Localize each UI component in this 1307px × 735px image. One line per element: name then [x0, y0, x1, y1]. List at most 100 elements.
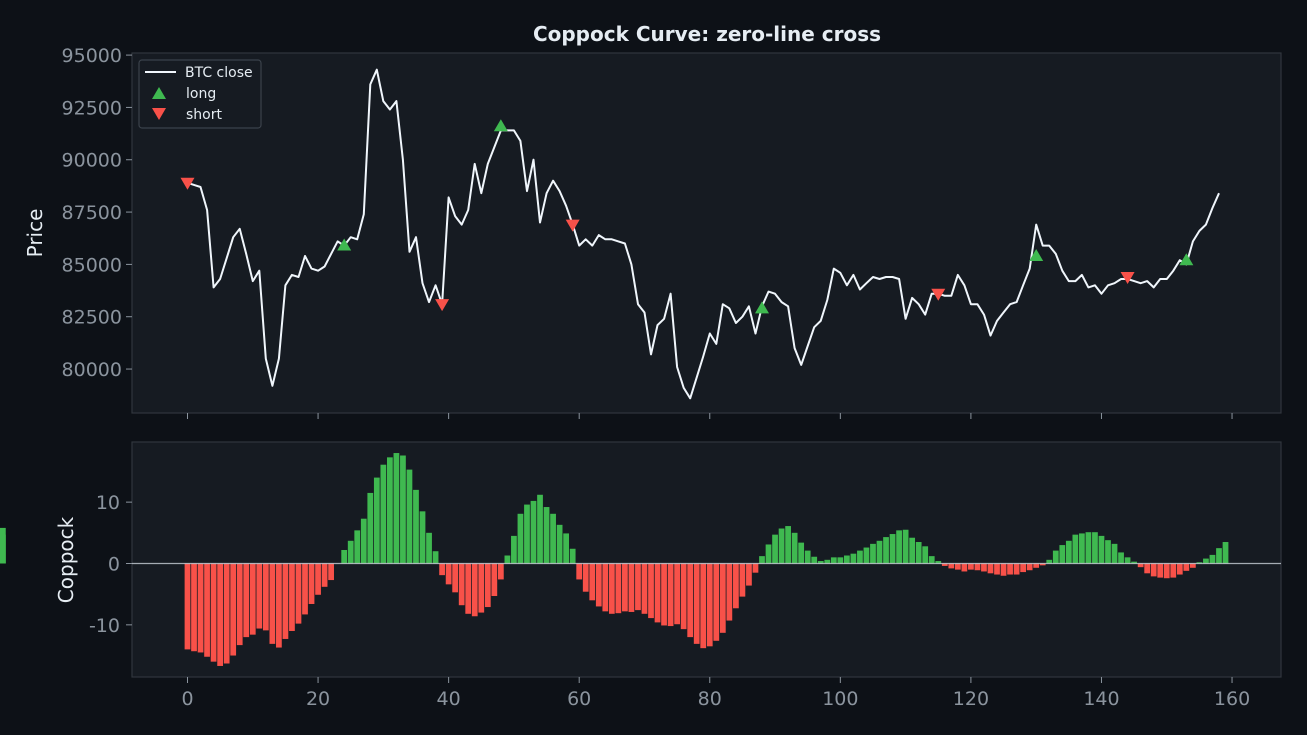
x-tick-label: 80	[698, 688, 722, 710]
coppock-bar	[1065, 540, 1072, 564]
coppock-bar	[563, 533, 570, 564]
coppock-bar	[1046, 559, 1053, 564]
coppock-bar	[471, 563, 478, 617]
coppock-bar	[830, 557, 837, 564]
chart-title: Coppock Curve: zero-line cross	[533, 22, 881, 46]
legend-label-short: short	[186, 107, 222, 123]
coppock-bar	[243, 563, 250, 638]
coppock-bar	[778, 528, 785, 564]
coppock-bar	[530, 500, 537, 564]
coppock-bar	[733, 563, 739, 609]
long-signal-marker	[754, 301, 769, 314]
long-signal-marker	[1029, 249, 1044, 262]
price-y-tick-label: 82500	[62, 307, 122, 329]
coppock-bar	[1144, 563, 1151, 574]
coppock-bar	[948, 563, 955, 569]
coppock-bar	[974, 563, 981, 571]
coppock-bar	[667, 563, 674, 627]
coppock-bar	[602, 563, 609, 612]
coppock-bar	[791, 532, 798, 564]
coppock-bar	[961, 563, 968, 572]
coppock-bar	[765, 544, 772, 564]
coppock-bar	[635, 563, 641, 611]
coppock-bar	[308, 563, 315, 604]
coppock-bar	[289, 563, 295, 631]
coppock-bar	[1196, 562, 1203, 564]
coppock-bar	[752, 563, 759, 573]
coppock-bar	[687, 563, 694, 638]
coppock-bar	[269, 563, 276, 644]
coppock-bar	[935, 561, 942, 564]
coppock-bar	[1189, 563, 1196, 568]
price-panel: 80000 82500 85000 87500 90000 92500 95000	[62, 45, 1282, 419]
price-y-tick-label: 87500	[62, 202, 122, 224]
coppock-y-tick-label: -10	[89, 615, 120, 637]
coppock-bar	[426, 532, 432, 564]
coppock-bar	[354, 530, 361, 564]
coppock-y-tick-label: 10	[96, 492, 120, 514]
coppock-bar	[373, 477, 380, 564]
coppock-bar	[615, 563, 622, 614]
price-axis-label: Price	[23, 209, 47, 258]
coppock-bar	[1111, 543, 1118, 564]
coppock-bar	[432, 551, 439, 564]
coppock-bar	[1222, 542, 1229, 564]
price-y-tick-label: 85000	[62, 254, 122, 276]
coppock-bar	[321, 563, 328, 587]
coppock-bar	[341, 549, 348, 564]
long-signal-marker	[1179, 253, 1194, 266]
short-signal-marker	[1120, 271, 1135, 284]
coppock-bar	[608, 563, 615, 614]
coppock-bar	[804, 550, 811, 564]
coppock-bar	[1079, 533, 1085, 564]
coppock-bar	[1118, 552, 1124, 564]
coppock-bar	[746, 563, 752, 586]
coppock-bar	[1124, 557, 1131, 564]
coppock-bar	[589, 563, 596, 601]
coppock-bar	[582, 563, 589, 592]
price-series-line	[187, 68, 1220, 400]
coppock-bar	[922, 546, 929, 564]
coppock-bar	[543, 507, 550, 564]
coppock-bar	[1020, 563, 1027, 573]
x-tick-label: 60	[567, 688, 591, 710]
x-tick-label: 160	[1214, 688, 1250, 710]
coppock-bar	[445, 563, 452, 585]
coppock-bar	[1092, 532, 1098, 564]
legend-box	[138, 59, 262, 129]
coppock-bar	[772, 534, 778, 564]
coppock-bar	[328, 563, 334, 581]
coppock-bar	[883, 537, 889, 564]
coppock-bar	[850, 553, 857, 564]
coppock-bar	[641, 563, 648, 614]
coppock-bar	[1176, 563, 1183, 575]
coppock-bar	[994, 563, 1000, 575]
coppock-bar	[478, 563, 485, 613]
coppock-bar	[1183, 563, 1190, 571]
coppock-bar	[674, 563, 680, 625]
x-tick-label: 120	[953, 688, 989, 710]
coppock-bar	[576, 563, 583, 580]
price-y-tick-label: 95000	[62, 45, 122, 67]
coppock-bar	[876, 540, 883, 564]
coppock-bar	[680, 563, 687, 630]
coppock-bar	[1203, 558, 1209, 564]
coppock-bar	[465, 563, 472, 614]
coppock-bar	[393, 453, 400, 564]
coppock-bar	[896, 530, 902, 564]
coppock-bar	[915, 542, 922, 564]
coppock-bar	[654, 563, 661, 623]
x-tick-label: 140	[1083, 688, 1119, 710]
x-tick-label: 0	[181, 688, 193, 710]
coppock-bar	[400, 455, 406, 564]
coppock-bar	[511, 535, 517, 564]
price-plot-area	[131, 52, 1282, 414]
coppock-bar	[870, 543, 876, 564]
coppock-bar	[837, 557, 844, 564]
coppock-bar	[452, 563, 459, 593]
coppock-bar	[217, 563, 224, 666]
coppock-bar	[902, 529, 909, 564]
coppock-bar	[817, 561, 824, 564]
